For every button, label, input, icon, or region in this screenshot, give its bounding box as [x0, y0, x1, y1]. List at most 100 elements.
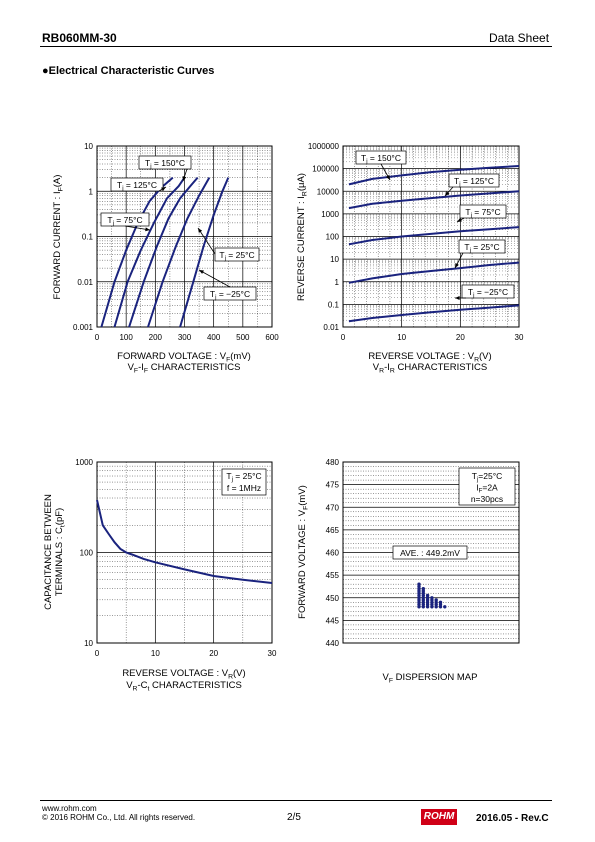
- y-tick-label: 1000: [321, 210, 339, 219]
- chart-caption: VF DISPERSION MAP: [383, 672, 478, 684]
- x-tick-label: 30: [268, 649, 277, 658]
- y-tick-label: 440: [326, 639, 340, 648]
- x-tick-label: 600: [265, 333, 279, 342]
- arrow-head: [182, 176, 187, 181]
- y-tick-label: 1: [89, 187, 94, 196]
- legend-entry: Tj=25°C: [472, 471, 503, 483]
- average-box: [392, 545, 468, 560]
- y-tick-label: 10: [84, 639, 93, 648]
- y-tick-label: 470: [326, 503, 340, 512]
- plot-frame: [96, 461, 273, 644]
- arrow-head: [457, 218, 462, 222]
- series-label-box: [461, 284, 515, 299]
- plot-frame: [342, 145, 520, 328]
- x-axis-title: FORWARD VOLTAGE : VF(mV): [117, 351, 251, 363]
- arrow-head: [386, 175, 390, 180]
- rohm-logo: ROHM: [421, 809, 457, 825]
- legend-entry: n=30pcs: [471, 494, 503, 504]
- series-line: [96, 499, 273, 584]
- arrow-head: [199, 270, 204, 274]
- footer-url[interactable]: www.rohm.com: [42, 804, 97, 813]
- series-line: [113, 177, 186, 328]
- legend-box: [221, 468, 267, 496]
- data-point: [434, 598, 438, 602]
- y-tick-label: 0.001: [73, 323, 94, 332]
- y-axis-title: FORWARD VOLTAGE : VF(mV): [297, 485, 309, 619]
- y-tick-label: 0.01: [77, 278, 93, 287]
- plot-frame: [96, 145, 273, 328]
- y-axis-title: TERMINALS : Ct(pF): [54, 508, 66, 596]
- series-label: Tj = 125°C: [454, 176, 494, 188]
- y-tick-label: 0.01: [323, 323, 339, 332]
- data-point: [421, 587, 425, 591]
- average-label: AVE. : 449.2mV: [400, 548, 460, 558]
- y-tick-label: 100000: [312, 165, 339, 174]
- legend-entry: f = 1MHz: [227, 483, 261, 493]
- y-tick-label: 480: [326, 458, 340, 467]
- y-tick-label: 0.1: [328, 300, 340, 309]
- x-tick-label: 20: [456, 333, 465, 342]
- y-tick-label: 475: [326, 481, 340, 490]
- doc-type: Data Sheet: [489, 31, 550, 45]
- x-tick-label: 500: [236, 333, 250, 342]
- chart-caption: VR-IR CHARACTERISTICS: [373, 362, 487, 374]
- series-label: Tj = 125°C: [117, 180, 157, 192]
- y-axis-title: REVERSE CURRENT : IR(μA): [296, 173, 308, 301]
- footer-rule: [40, 800, 552, 801]
- legend-box: [458, 467, 516, 506]
- series-label-box: [448, 173, 500, 188]
- arrow-head: [145, 227, 150, 232]
- y-axis-title: FORWARD CURRENT : IF(A): [52, 175, 64, 300]
- series-label: Tj = 75°C: [107, 215, 142, 227]
- y-tick-label: 465: [326, 526, 340, 535]
- y-tick-label: 450: [326, 594, 340, 603]
- series-label: Tj = 25°C: [219, 250, 254, 262]
- series-line: [348, 165, 520, 186]
- series-label: Tj = −25°C: [468, 287, 508, 299]
- series-line: [348, 304, 520, 323]
- series-label-box: [110, 177, 164, 192]
- series-label: Tj = −25°C: [210, 289, 250, 301]
- legend-entry: Tj = 25°C: [226, 471, 261, 483]
- series-label-box: [458, 239, 506, 254]
- series-label: Tj = 150°C: [361, 153, 401, 165]
- y-tick-label: 445: [326, 616, 340, 625]
- series-line: [348, 261, 520, 284]
- arrow-head: [455, 296, 460, 300]
- x-tick-label: 30: [515, 333, 524, 342]
- series-line: [128, 176, 199, 328]
- header-rule: [40, 46, 552, 47]
- data-point: [425, 593, 430, 598]
- series-label: Tj = 150°C: [145, 158, 185, 170]
- x-tick-label: 200: [149, 333, 163, 342]
- y-tick-label: 10: [84, 142, 93, 151]
- x-axis-title: REVERSE VOLTAGE : VR(V): [122, 668, 245, 680]
- y-tick-label: 1000: [75, 458, 93, 467]
- chart-caption: VF-IF CHARACTERISTICS: [128, 362, 241, 374]
- legend-entry: IF=2A: [476, 483, 498, 495]
- arrow-head: [198, 228, 203, 233]
- data-point: [430, 596, 434, 600]
- x-tick-label: 300: [178, 333, 192, 342]
- y-tick-label: 100: [80, 549, 94, 558]
- y-axis-title: CAPACITANCE BETWEEN: [43, 494, 54, 610]
- series-line: [348, 190, 520, 210]
- data-point: [417, 582, 421, 586]
- series-label: Tj = 75°C: [465, 207, 500, 219]
- page-number: 2/5: [287, 812, 301, 823]
- x-tick-label: 400: [207, 333, 221, 342]
- arrow-head: [455, 263, 459, 268]
- series-line: [179, 177, 230, 328]
- x-axis-title: REVERSE VOLTAGE : VR(V): [368, 351, 491, 363]
- x-tick-label: 0: [341, 333, 346, 342]
- data-point: [438, 600, 443, 604]
- y-tick-label: 100: [326, 233, 340, 242]
- y-tick-label: 0.1: [82, 233, 94, 242]
- series-label-box: [214, 247, 260, 262]
- chart-caption: VR-Ct CHARACTERISTICS: [126, 680, 242, 692]
- x-tick-label: 0: [95, 333, 100, 342]
- footer-copyright: © 2016 ROHM Co., Ltd. All rights reserve…: [42, 813, 196, 822]
